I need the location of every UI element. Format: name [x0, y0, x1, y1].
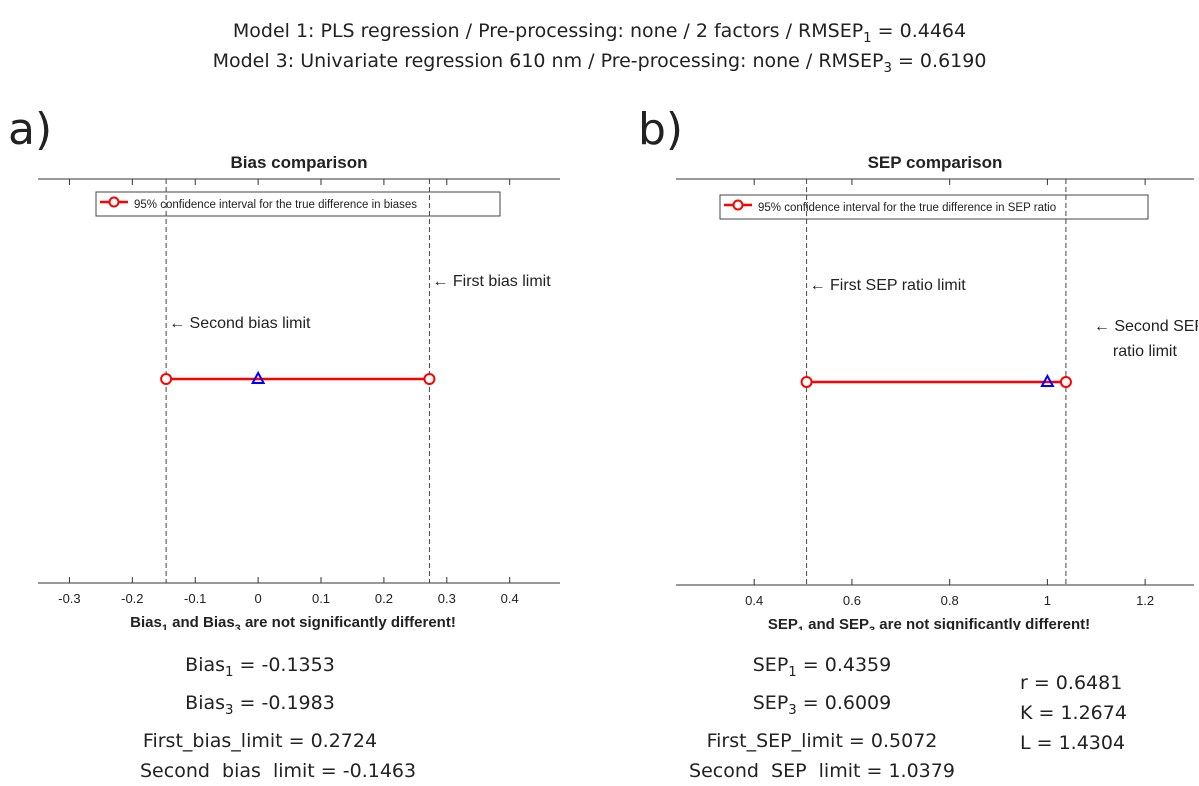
x-tick-label: 0.4	[501, 591, 519, 606]
x-axis-label: Bias1 and Bias3 are not significantly di…	[130, 614, 456, 630]
stat-l: L = 1.4304	[1020, 732, 1126, 754]
stat-bias3: Bias3 = -0.1983	[185, 691, 335, 718]
model3-value: = 0.6190	[891, 50, 987, 72]
x-tick-label: 1.2	[1136, 593, 1154, 608]
x-tick-label: 0.3	[438, 591, 456, 606]
model1-text: Model 1: PLS regression / Pre-processing…	[232, 20, 864, 42]
legend-entry: 95% confidence interval for the true dif…	[758, 202, 1056, 214]
x-axis-label-part: 3	[869, 625, 875, 630]
stat-sep3: SEP3 = 0.6009	[752, 691, 892, 718]
x-axis-label-part: 1	[162, 623, 168, 630]
x-axis-label-part: 3	[235, 623, 241, 630]
model1-sub: 1	[863, 30, 872, 46]
x-axis-label-part: 1	[798, 625, 804, 630]
panel-label-a: a)	[8, 104, 53, 155]
interval-high-marker	[1059, 376, 1072, 388]
x-tick-label: 1	[1044, 593, 1051, 608]
legend-box	[95, 191, 501, 217]
interval-low-marker	[160, 373, 173, 385]
point-estimate-marker	[250, 370, 266, 384]
x-tick-label: 0.1	[312, 591, 330, 606]
x-axis-label-part: Bias	[130, 614, 162, 630]
stat-sep1: SEP1 = 0.4359	[752, 654, 892, 680]
model3-text: Model 3: Univariate regression 610 nm / …	[212, 50, 884, 72]
stat-bias1: Bias1 = -0.1353	[185, 654, 335, 680]
x-axis-label-part: SEP	[768, 616, 798, 630]
limit-label-2: ratio limit	[1113, 343, 1178, 360]
legend-marker	[108, 196, 120, 208]
x-tick-label: -0.2	[121, 591, 143, 606]
panel-label-b: b)	[638, 104, 684, 155]
legend-box	[719, 194, 1149, 220]
model1-value: = 0.4464	[871, 20, 967, 42]
x-tick-label: 0.6	[843, 593, 861, 608]
interval-low-marker	[800, 376, 813, 388]
stat-first-sep-limit: First_SEP_limit = 0.5072	[706, 729, 938, 752]
stats-bias: Bias1 = -0.1353 Bias3 = -0.1983 First_bi…	[140, 650, 417, 786]
x-tick-label: 0.4	[745, 593, 763, 608]
x-axis-label-part: are not significantly different!	[875, 616, 1090, 630]
chart-title: Bias comparison	[231, 153, 368, 172]
header-model1: Model 1: PLS regression / Pre-processing…	[0, 20, 1199, 46]
chart-sep-comparison: SEP comparison 0.4 0.6 0.8 1 1.2 95% confidenc…	[676, 153, 1198, 630]
legend-marker	[732, 199, 744, 211]
limit-label: ← First SEP ratio limit	[810, 277, 967, 294]
x-axis-label-part: and Bias	[168, 614, 235, 630]
x-axis-label-part: are not significantly different!	[241, 614, 456, 630]
stat-second-sep-limit: Second SEP limit = 1.0379	[689, 759, 955, 782]
x-axis-label-part: and SEP	[804, 616, 869, 630]
stat-first-bias-limit: First_bias_limit = 0.2724	[142, 729, 378, 752]
chart-title: SEP comparison	[868, 153, 1003, 172]
stat-second-bias-limit: Second bias limit = -0.1463	[140, 759, 417, 782]
stats-rkl: r = 0.6481 K = 1.2674 L = 1.4304	[1020, 668, 1140, 758]
header-model3: Model 3: Univariate regression 610 nm / …	[0, 50, 1199, 76]
x-axis-label: SEP1 and SEP3 are not significantly diff…	[768, 616, 1090, 630]
stat-r: r = 0.6481	[1020, 672, 1123, 694]
stat-k: K = 1.2674	[1020, 702, 1127, 724]
limit-label: ← Second SEP	[1094, 318, 1198, 335]
limit-label: ← Second bias limit	[169, 315, 311, 332]
x-tick-label: -0.1	[184, 591, 206, 606]
x-tick-label: 0	[255, 591, 262, 606]
x-tick-label: -0.3	[58, 591, 80, 606]
point-estimate-marker	[1040, 373, 1055, 387]
x-tick-label: 0.2	[375, 591, 393, 606]
legend-entry: 95% confidence interval for the true dif…	[134, 199, 417, 211]
stats-sep: SEP1 = 0.4359 SEP3 = 0.6009 First_SEP_li…	[672, 650, 972, 786]
limit-label: ← First bias limit	[432, 273, 551, 290]
interval-high-marker	[423, 373, 436, 385]
x-tick-label: 0.8	[941, 593, 959, 608]
chart-bias-comparison: Bias comparison -0.3 -0.2 -0.1 0 0.1 0.2 0.3 0.4…	[38, 153, 560, 630]
model3-sub: 3	[883, 60, 892, 76]
